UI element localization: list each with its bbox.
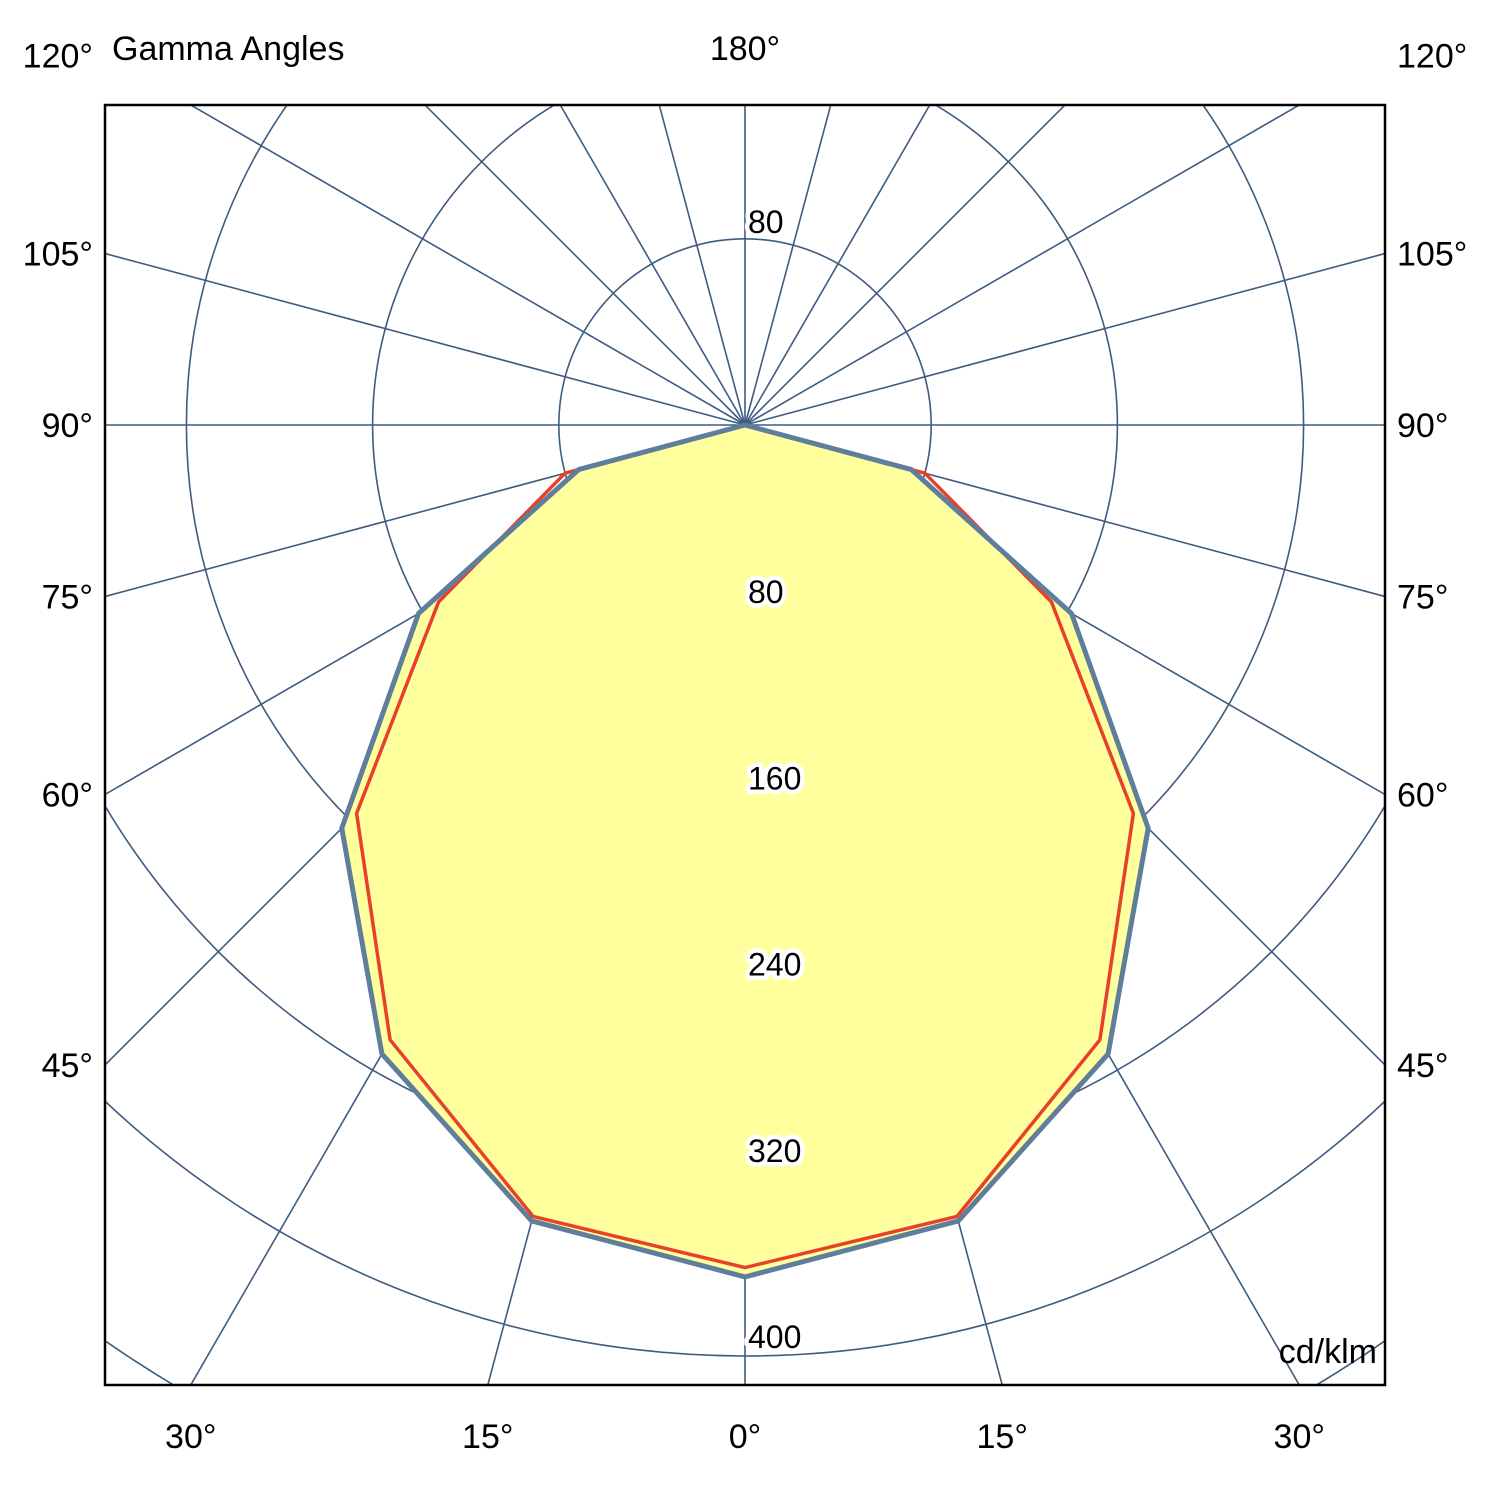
angle-label-right: 60° bbox=[1397, 777, 1448, 815]
angle-label-right: 90° bbox=[1397, 407, 1448, 445]
angle-label-left: 120° bbox=[23, 37, 93, 75]
angle-label-180: 180° bbox=[710, 30, 780, 68]
angle-label-left: 45° bbox=[42, 1047, 93, 1085]
angle-label-bottom: 30° bbox=[165, 1418, 216, 1456]
distribution-fill bbox=[341, 425, 1149, 1277]
grid-ray bbox=[744, 105, 832, 426]
radial-tick-labels: 80 160 240 320 400 80 bbox=[744, 199, 806, 1359]
angle-label-bottom: 0° bbox=[729, 1418, 762, 1456]
grid-ray bbox=[744, 105, 931, 426]
chart-title: Gamma Angles bbox=[112, 30, 344, 68]
angle-label-left: 90° bbox=[42, 407, 93, 445]
plot-border bbox=[103, 103, 1387, 1387]
grid-ray bbox=[744, 105, 1067, 426]
grid-ray bbox=[744, 252, 1385, 426]
grid-ray bbox=[189, 105, 746, 426]
angle-label-right: 120° bbox=[1397, 37, 1467, 75]
angle-label-left: 75° bbox=[42, 578, 93, 616]
angle-label-left: 105° bbox=[23, 236, 93, 274]
grid-ray bbox=[658, 105, 746, 426]
angle-label-bottom: 15° bbox=[462, 1418, 513, 1456]
grid-ray bbox=[423, 105, 746, 426]
grid-ray bbox=[105, 424, 746, 598]
angle-label-bottom: 30° bbox=[1274, 1418, 1325, 1456]
grid-ray bbox=[559, 105, 746, 426]
angle-label-right: 75° bbox=[1397, 578, 1448, 616]
grid-ray bbox=[105, 252, 746, 426]
grid-ray bbox=[744, 105, 1301, 426]
unit-label: cd/klm bbox=[1279, 1333, 1377, 1371]
angle-label-bottom: 15° bbox=[977, 1418, 1028, 1456]
radial-tick-label: 400 bbox=[748, 1319, 801, 1355]
radial-tick-label: 160 bbox=[748, 760, 801, 796]
angle-label-right: 105° bbox=[1397, 236, 1467, 274]
gamma-angle-labels: 120° 120° 105° 105° 90° 90° 75° 75° 60° 60° 45° 45°… bbox=[23, 37, 1468, 1456]
angle-label-right: 45° bbox=[1397, 1047, 1448, 1085]
radial-tick-label-above: 80 bbox=[748, 204, 784, 240]
radial-tick-label: 320 bbox=[748, 1133, 801, 1169]
angle-label-left: 60° bbox=[42, 777, 93, 815]
curve-c0-c180 bbox=[339, 422, 1151, 1280]
curve-c90-c270 bbox=[354, 423, 1136, 1270]
radial-tick-label: 240 bbox=[748, 947, 801, 983]
intensity-curves bbox=[339, 422, 1151, 1280]
radial-tick-label: 80 bbox=[748, 574, 784, 610]
grid-ray bbox=[744, 424, 1385, 598]
